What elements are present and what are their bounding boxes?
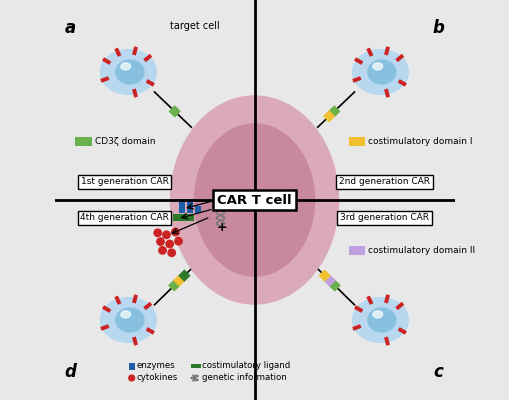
Ellipse shape <box>100 50 156 94</box>
Polygon shape <box>398 327 407 335</box>
Ellipse shape <box>116 308 144 332</box>
Text: enzymes: enzymes <box>137 362 176 370</box>
Text: b: b <box>433 19 444 37</box>
Polygon shape <box>398 79 407 87</box>
Polygon shape <box>115 48 122 57</box>
Polygon shape <box>384 294 390 304</box>
Ellipse shape <box>353 298 409 342</box>
Circle shape <box>162 230 171 239</box>
Polygon shape <box>102 57 111 65</box>
Polygon shape <box>173 274 186 287</box>
Polygon shape <box>132 88 138 98</box>
Bar <box>190 364 201 368</box>
Polygon shape <box>168 105 181 118</box>
Polygon shape <box>319 269 331 282</box>
Circle shape <box>156 237 165 246</box>
Text: costimulatory domain II: costimulatory domain II <box>367 246 475 255</box>
Polygon shape <box>132 336 138 346</box>
Ellipse shape <box>100 298 156 342</box>
Circle shape <box>171 228 180 236</box>
Text: costimulatory domain I: costimulatory domain I <box>367 137 472 146</box>
Bar <box>179 199 185 206</box>
Polygon shape <box>354 57 363 65</box>
Polygon shape <box>352 324 361 331</box>
Polygon shape <box>323 110 335 122</box>
Polygon shape <box>384 88 390 98</box>
Ellipse shape <box>194 124 315 276</box>
Text: d: d <box>65 363 76 381</box>
Polygon shape <box>323 274 336 287</box>
Ellipse shape <box>171 96 338 304</box>
Polygon shape <box>132 46 138 56</box>
Text: costimulatory ligand: costimulatory ligand <box>203 362 291 370</box>
Bar <box>75 137 92 146</box>
Bar <box>179 206 185 213</box>
Text: +: + <box>216 221 227 234</box>
Text: 1st generation CAR: 1st generation CAR <box>80 178 168 186</box>
Ellipse shape <box>368 60 396 84</box>
Polygon shape <box>395 302 404 310</box>
Bar <box>186 206 193 213</box>
Circle shape <box>174 237 183 246</box>
Polygon shape <box>366 296 374 305</box>
Polygon shape <box>178 269 190 282</box>
Text: 3rd generation CAR: 3rd generation CAR <box>340 214 429 222</box>
Polygon shape <box>168 279 181 292</box>
Polygon shape <box>146 79 155 87</box>
Bar <box>128 363 135 370</box>
Polygon shape <box>384 336 390 346</box>
Polygon shape <box>366 48 374 57</box>
Polygon shape <box>100 76 109 83</box>
Circle shape <box>158 246 167 255</box>
Bar <box>173 214 194 221</box>
Bar <box>349 137 365 146</box>
Circle shape <box>165 240 174 248</box>
Polygon shape <box>115 296 122 305</box>
Circle shape <box>167 248 176 257</box>
Ellipse shape <box>368 308 396 332</box>
Ellipse shape <box>121 311 131 318</box>
Text: 4th generation CAR: 4th generation CAR <box>80 214 169 222</box>
Ellipse shape <box>373 63 383 70</box>
Polygon shape <box>395 54 404 62</box>
Polygon shape <box>328 279 341 292</box>
Polygon shape <box>144 54 152 62</box>
Text: cytokines: cytokines <box>137 374 178 382</box>
Bar <box>349 246 365 255</box>
Circle shape <box>153 228 162 237</box>
Polygon shape <box>144 302 152 310</box>
Polygon shape <box>352 76 361 83</box>
Text: CD3ζ domain: CD3ζ domain <box>95 137 155 146</box>
Ellipse shape <box>116 60 144 84</box>
Bar <box>194 206 201 213</box>
Polygon shape <box>100 324 109 331</box>
Polygon shape <box>146 327 155 335</box>
Ellipse shape <box>353 50 409 94</box>
Bar <box>186 199 193 206</box>
Text: target cell: target cell <box>169 21 219 31</box>
Ellipse shape <box>373 311 383 318</box>
Polygon shape <box>328 105 341 118</box>
Polygon shape <box>102 305 111 313</box>
Text: genetic information: genetic information <box>203 374 287 382</box>
Text: CAR T cell: CAR T cell <box>217 194 292 206</box>
Polygon shape <box>384 46 390 56</box>
Text: 2nd generation CAR: 2nd generation CAR <box>339 178 430 186</box>
Polygon shape <box>132 294 138 304</box>
Circle shape <box>128 374 135 382</box>
Text: c: c <box>434 363 443 381</box>
Ellipse shape <box>121 63 131 70</box>
Polygon shape <box>354 305 363 313</box>
Text: a: a <box>65 19 76 37</box>
